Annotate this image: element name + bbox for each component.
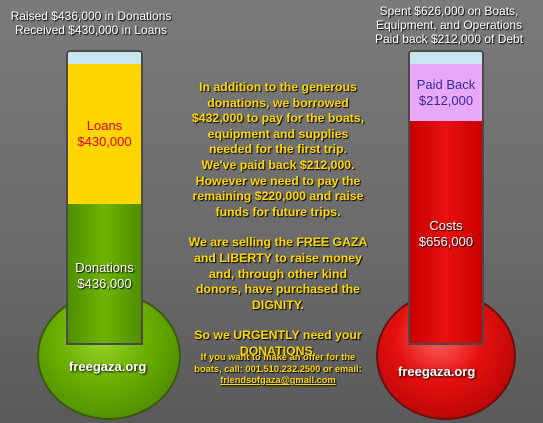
message-line: DIGNITY. — [252, 297, 304, 312]
donations-value: $436,000 — [77, 275, 132, 291]
message-line: We are selling the FREE GAZA — [188, 235, 368, 250]
message-paragraph-2: We are selling the FREE GAZA and LIBERTY… — [168, 235, 388, 313]
donations-segment: Donations $436,000 — [68, 204, 141, 343]
right-bulb-label: freegaza.org — [398, 364, 476, 379]
message-line: funds for future trips. — [215, 204, 341, 219]
left-bulb-label: freegaza.org — [69, 359, 147, 374]
message-line: However we need to pay the — [195, 173, 361, 188]
header-raised: Raised $436,000 in Donations Received $4… — [2, 9, 180, 37]
loans-label: Loans — [86, 118, 123, 133]
costs-segment: Costs $656,000 — [410, 121, 482, 343]
message-line: DONATIONS. — [239, 343, 317, 358]
message-paragraph-1: In addition to the generous donations, w… — [168, 80, 388, 220]
header-spent: Spent $626,000 on Boats, Equipment, and … — [358, 4, 540, 46]
costs-label: Costs — [429, 218, 463, 233]
message-line: We've paid back $212,000. — [201, 157, 355, 172]
message-line: donors, have purchased the — [196, 282, 360, 297]
right-thermometer-bulb: freegaza.org — [376, 292, 516, 420]
header-spent-line1: Spent $626,000 on Boats, — [379, 4, 519, 18]
left-tube-cap — [68, 52, 141, 64]
header-raised-line2: Received $430,000 in Loans — [14, 23, 168, 37]
contact-email-link[interactable]: friendsofgaza@gmail.com — [220, 375, 336, 385]
loans-segment: Loans $430,000 — [68, 64, 141, 204]
message-line: equipment and supplies — [207, 126, 349, 141]
header-spent-line3: Paid back $212,000 of Debt — [374, 32, 524, 46]
message-line: In addition to the generous — [199, 80, 357, 94]
paid-back-value: $212,000 — [418, 92, 474, 108]
message-line: needed for the first trip. — [208, 142, 347, 157]
center-message: In addition to the generous donations, w… — [168, 80, 388, 360]
costs-value: $656,000 — [418, 234, 474, 249]
contact-line2: boats, call: 001.510.232.2500 or email: — [194, 363, 362, 374]
message-line: and LIBERTY to raise money — [194, 250, 362, 265]
message-line: remaining $220,000 and raise — [192, 189, 364, 204]
header-spent-line2: Equipment, and Operations — [375, 18, 523, 32]
left-thermometer-tube: Loans $430,000 Donations $436,000 — [66, 50, 143, 345]
paid-back-segment: Paid Back $212,000 — [410, 64, 482, 121]
message-line: So we URGENTLY need your — [194, 328, 362, 343]
header-raised-line1: Raised $436,000 in Donations — [10, 9, 172, 23]
contact-info: If you want to make an offer for the boa… — [174, 352, 382, 387]
donations-label: Donations — [75, 259, 134, 275]
message-paragraph-3: So we URGENTLY need your DONATIONS. — [168, 328, 388, 359]
paid-back-label: Paid Back — [416, 76, 476, 92]
right-tube-cap — [410, 52, 482, 64]
contact-line1: If you want to make an offer for the — [200, 352, 356, 362]
message-line: and, through other kind — [209, 266, 347, 281]
loans-value: $430,000 — [77, 134, 132, 149]
message-line: $432,000 to pay for the boats, — [191, 111, 365, 126]
message-line: donations, we borrowed — [207, 95, 349, 110]
right-thermometer-tube: Paid Back $212,000 Costs $656,000 — [408, 50, 484, 345]
